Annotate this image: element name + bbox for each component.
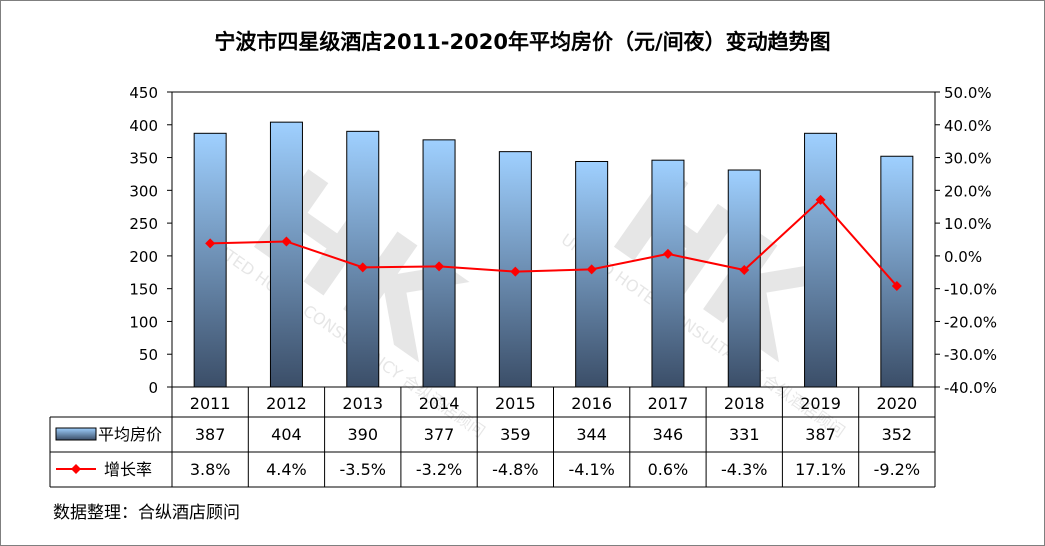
legend-line-name: 增长率	[104, 460, 152, 479]
bar-value-label: 344	[576, 425, 607, 444]
category-label: 2014	[419, 394, 460, 413]
data-table: 2011 387 3.8% 2012 404 4.4% 2013 390 -3.5% 2014 37…	[49, 387, 936, 488]
bar-value-label: 331	[729, 425, 760, 444]
right-tick-label: 30.0%	[944, 150, 992, 168]
legend-bar-name: 平均房价	[98, 425, 162, 444]
growth-value-label: -3.5%	[340, 460, 386, 479]
growth-point-2013	[357, 262, 368, 273]
category-label: 2017	[648, 394, 689, 413]
growth-point-2016	[586, 264, 597, 275]
bar-2013	[346, 130, 380, 388]
bar-2020	[880, 155, 914, 388]
growth-value-label: 4.4%	[266, 460, 307, 479]
left-tick-label: 50	[139, 346, 158, 364]
growth-point-2018	[739, 264, 750, 275]
left-tick-label: 400	[129, 117, 158, 135]
category-label: 2020	[876, 394, 917, 413]
left-tick-label: 250	[129, 215, 158, 233]
growth-point-2012	[281, 236, 292, 247]
left-tick-label: 200	[129, 248, 158, 266]
bar-value-label: 377	[424, 425, 455, 444]
right-tick-label: -30.0%	[944, 346, 997, 364]
right-tick-label: -40.0%	[944, 379, 997, 397]
bar-value-label: 387	[805, 425, 836, 444]
left-tick-label: 100	[129, 313, 158, 331]
bar-value-label: 346	[653, 425, 684, 444]
bar-2017	[651, 159, 685, 388]
category-label: 2012	[266, 394, 307, 413]
category-label: 2019	[800, 394, 841, 413]
growth-value-label: -4.3%	[721, 460, 767, 479]
growth-value-label: -3.2%	[416, 460, 462, 479]
bar-2012	[269, 121, 303, 388]
legend-line-marker	[71, 464, 81, 474]
chart-title: 宁波市四星级酒店2011-2020年平均房价（元/间夜）变动趋势图	[214, 30, 831, 54]
growth-point-2011	[205, 238, 216, 249]
growth-point-2020	[891, 281, 902, 292]
category-label: 2015	[495, 394, 536, 413]
line-series	[205, 194, 902, 292]
bar-value-label: 359	[500, 425, 531, 444]
right-tick-label: 0.0%	[944, 248, 982, 266]
bar-2014	[422, 139, 456, 388]
bar-series	[193, 121, 914, 388]
growth-point-2019	[815, 194, 826, 205]
legend-bar-key	[55, 427, 97, 441]
bar-2018	[727, 169, 761, 388]
growth-value-label: 0.6%	[648, 460, 689, 479]
right-tick-label: -10.0%	[944, 281, 997, 299]
growth-point-2014	[434, 261, 445, 272]
growth-point-2017	[662, 248, 673, 259]
category-label: 2013	[342, 394, 383, 413]
category-label: 2011	[190, 394, 231, 413]
bar-value-label: 387	[195, 425, 226, 444]
right-tick-label: -20.0%	[944, 313, 997, 331]
category-label: 2016	[571, 394, 612, 413]
axes: 0 50 100 150 200 250 300 350 400 450 -40.0% -30.0% -…	[129, 84, 997, 397]
bar-value-label: 390	[347, 425, 378, 444]
category-label: 2018	[724, 394, 765, 413]
right-tick-label: 10.0%	[944, 215, 992, 233]
growth-point-2015	[510, 266, 521, 277]
growth-value-label: -4.1%	[568, 460, 614, 479]
growth-value-label: -9.2%	[874, 460, 920, 479]
bar-2019	[804, 132, 838, 388]
left-tick-label: 0	[148, 379, 158, 397]
growth-line	[210, 198, 898, 287]
growth-value-label: 17.1%	[795, 460, 846, 479]
bar-value-label: 404	[271, 425, 302, 444]
source-note: 数据整理：合纵酒店顾问	[53, 503, 240, 523]
bar-2011	[193, 132, 227, 388]
right-tick-label: 20.0%	[944, 182, 992, 200]
left-tick-label: 300	[129, 182, 158, 200]
growth-value-label: -4.8%	[492, 460, 538, 479]
right-tick-label: 40.0%	[944, 117, 992, 135]
left-tick-label: 150	[129, 281, 158, 299]
left-tick-label: 350	[129, 150, 158, 168]
right-tick-label: 50.0%	[944, 84, 992, 102]
bar-value-label: 352	[882, 425, 913, 444]
growth-value-label: 3.8%	[190, 460, 231, 479]
left-tick-label: 450	[129, 84, 158, 102]
